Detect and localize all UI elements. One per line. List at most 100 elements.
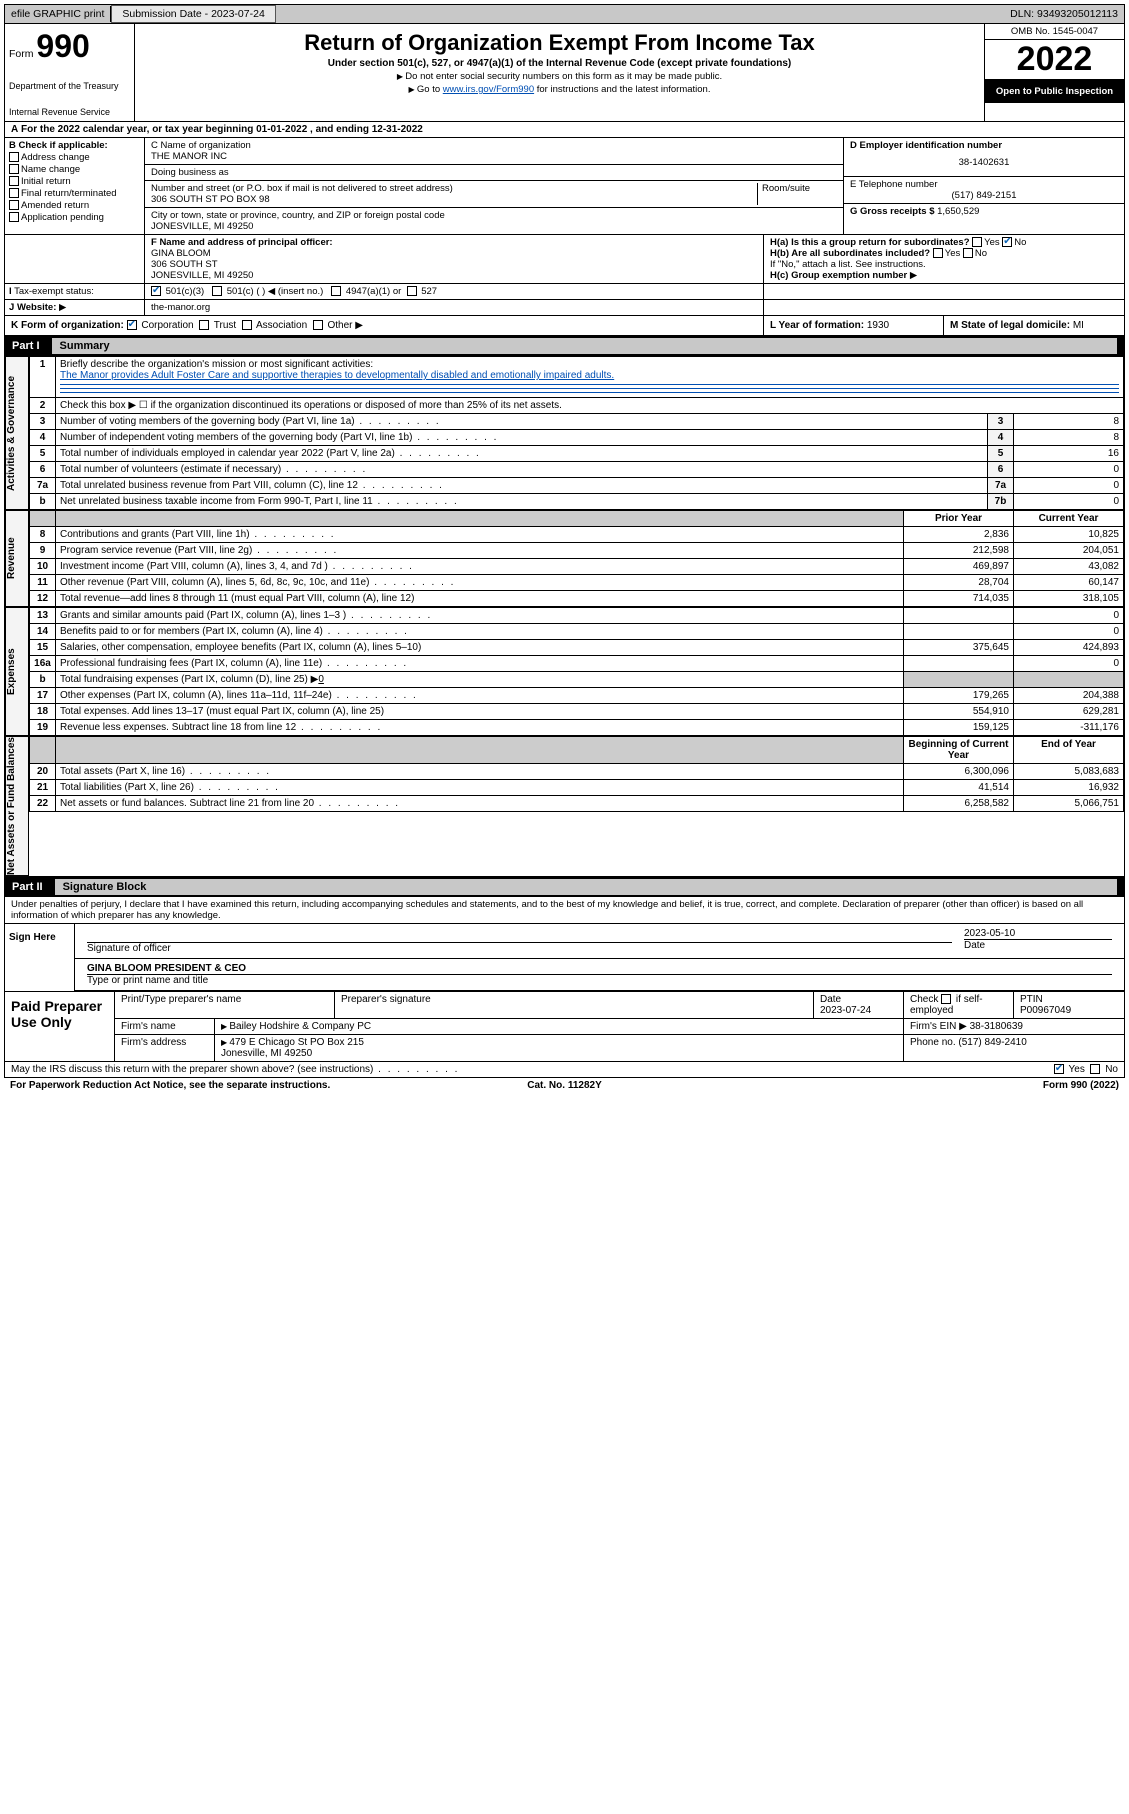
room-suite-label: Room/suite <box>757 183 837 205</box>
firm-addr1: 479 E Chicago St PO Box 215 <box>229 1037 364 1048</box>
hb-no[interactable] <box>963 248 973 258</box>
cb-application-pending[interactable]: Application pending <box>9 212 140 223</box>
row-klm: K Form of organization: Corporation Trus… <box>4 316 1125 336</box>
ptin-value: P00967049 <box>1020 1005 1071 1016</box>
irs-no[interactable] <box>1090 1064 1100 1074</box>
cb-final-return[interactable]: Final return/terminated <box>9 188 140 199</box>
revenue-table: Prior Year Current Year 8Contributions a… <box>29 510 1124 607</box>
domicile-state: MI <box>1073 320 1084 331</box>
sig-date: 2023-05-10 <box>964 928 1015 939</box>
v4: 8 <box>1014 430 1124 446</box>
officer-name: GINA BLOOM <box>151 248 211 259</box>
prep-date: 2023-07-24 <box>820 1005 871 1016</box>
part2-tag: Part II <box>12 881 55 893</box>
v6: 0 <box>1014 462 1124 478</box>
col-b-checkboxes: B Check if applicable: Address change Na… <box>5 138 145 234</box>
form-footer-id: Form 990 (2022) <box>749 1080 1119 1091</box>
gross-receipts-value: 1,650,529 <box>937 206 979 217</box>
form-title: Return of Organization Exempt From Incom… <box>143 30 976 56</box>
col-c-org: C Name of organization THE MANOR INC Doi… <box>145 138 844 234</box>
cb-trust[interactable] <box>199 320 209 330</box>
cb-address-change[interactable]: Address change <box>9 152 140 163</box>
c-name-label: C Name of organization <box>151 140 837 151</box>
instructions-link-line: Go to www.irs.gov/Form990 for instructio… <box>143 84 976 95</box>
dba-label: Doing business as <box>145 165 843 181</box>
v7b: 0 <box>1014 494 1124 510</box>
firm-name-label: Firm's name <box>115 1019 215 1034</box>
city-label: City or town, state or province, country… <box>151 210 837 221</box>
cb-501c[interactable] <box>212 286 222 296</box>
irs-discuss-row: May the IRS discuss this return with the… <box>4 1062 1125 1078</box>
k-label: K Form of organization: <box>11 320 124 331</box>
phone-value: (517) 849-2151 <box>850 190 1118 201</box>
year-formation: 1930 <box>867 320 889 331</box>
cb-501c3[interactable] <box>151 286 161 296</box>
irs-yes[interactable] <box>1054 1064 1064 1074</box>
activities-table: 1 Briefly describe the organization's mi… <box>29 356 1124 510</box>
org-name: THE MANOR INC <box>151 151 837 162</box>
ha-yes[interactable] <box>972 237 982 247</box>
hb-note: If "No," attach a list. See instructions… <box>770 259 1118 270</box>
part2-header: Part II Signature Block <box>4 877 1125 897</box>
l-label: L Year of formation: <box>770 320 864 331</box>
j-label: Website: <box>17 302 56 313</box>
org-street: 306 SOUTH ST PO BOX 98 <box>151 194 757 205</box>
sig-officer-label: Signature of officer <box>87 943 171 954</box>
netassets-table: Beginning of Current Year End of Year 20… <box>29 736 1124 812</box>
submission-date-button[interactable]: Submission Date - 2023-07-24 <box>111 5 275 23</box>
v7a: 0 <box>1014 478 1124 494</box>
row-j: J Website: ▶ the-manor.org <box>4 300 1125 316</box>
cb-527[interactable] <box>407 286 417 296</box>
form-prefix: Form <box>9 48 34 60</box>
form-id-box: Form 990 Department of the Treasury Inte… <box>5 24 135 121</box>
r16b: Total fundraising expenses (Part IX, col… <box>56 672 904 688</box>
firm-ein-label: Firm's EIN <box>910 1021 956 1032</box>
m-label: M State of legal domicile: <box>950 320 1070 331</box>
cb-assoc[interactable] <box>242 320 252 330</box>
cb-4947[interactable] <box>331 286 341 296</box>
identity-block: B Check if applicable: Address change Na… <box>4 138 1125 235</box>
hc-label: H(c) Group exemption number <box>770 270 907 281</box>
expenses-table: 13Grants and similar amounts paid (Part … <box>29 607 1124 736</box>
irs-form990-link[interactable]: www.irs.gov/Form990 <box>443 84 534 95</box>
firm-ein: 38-3180639 <box>970 1021 1023 1032</box>
officer-name-title: GINA BLOOM PRESIDENT & CEO <box>87 963 246 974</box>
g-gross-label: G Gross receipts $ <box>850 206 934 217</box>
firm-phone-label: Phone no. <box>910 1037 956 1048</box>
q1-label: Briefly describe the organization's miss… <box>60 359 373 370</box>
form-subtitle: Under section 501(c), 527, or 4947(a)(1)… <box>143 58 976 69</box>
begin-year-hdr: Beginning of Current Year <box>904 737 1014 764</box>
firm-phone: (517) 849-2410 <box>958 1037 1026 1048</box>
hb-label: H(b) Are all subordinates included? <box>770 248 930 259</box>
cb-other[interactable] <box>313 320 323 330</box>
vlabel-revenue: Revenue <box>5 510 29 607</box>
cb-self-employed[interactable] <box>941 994 951 1004</box>
efile-topbar: efile GRAPHIC print Submission Date - 20… <box>4 4 1125 24</box>
cb-amended-return[interactable]: Amended return <box>9 200 140 211</box>
cb-name-change[interactable]: Name change <box>9 164 140 175</box>
cb-corp[interactable] <box>127 320 137 330</box>
dln-label: DLN: 93493205012113 <box>1004 6 1124 22</box>
form-header: Form 990 Department of the Treasury Inte… <box>4 24 1125 122</box>
cat-number: Cat. No. 11282Y <box>380 1080 750 1091</box>
omb-number: OMB No. 1545-0047 <box>985 24 1124 40</box>
paid-preparer-block: Paid Preparer Use Only Print/Type prepar… <box>4 992 1125 1062</box>
sig-date-label: Date <box>964 940 985 951</box>
mission-text: The Manor provides Adult Foster Care and… <box>60 370 614 381</box>
ein-value: 38-1402631 <box>850 151 1118 174</box>
prep-date-hdr: Date <box>820 994 841 1005</box>
header-title-area: Return of Organization Exempt From Incom… <box>135 24 984 121</box>
firm-addr-label: Firm's address <box>115 1035 215 1061</box>
vlabel-activities: Activities & Governance <box>5 356 29 510</box>
q7a: Total unrelated business revenue from Pa… <box>56 478 988 494</box>
ha-no[interactable] <box>1002 237 1012 247</box>
cb-initial-return[interactable]: Initial return <box>9 176 140 187</box>
hb-yes[interactable] <box>933 248 943 258</box>
form-number: 990 <box>36 28 89 64</box>
addr-label: Number and street (or P.O. box if mail i… <box>151 183 757 194</box>
row-i: I Tax-exempt status: 501(c)(3) 501(c) ( … <box>4 284 1125 300</box>
i-label: Tax-exempt status: <box>14 286 94 297</box>
part1-header: Part I Summary <box>4 336 1125 356</box>
vlabel-expenses: Expenses <box>5 607 29 736</box>
row-a-tax-year: A For the 2022 calendar year, or tax yea… <box>4 122 1125 138</box>
